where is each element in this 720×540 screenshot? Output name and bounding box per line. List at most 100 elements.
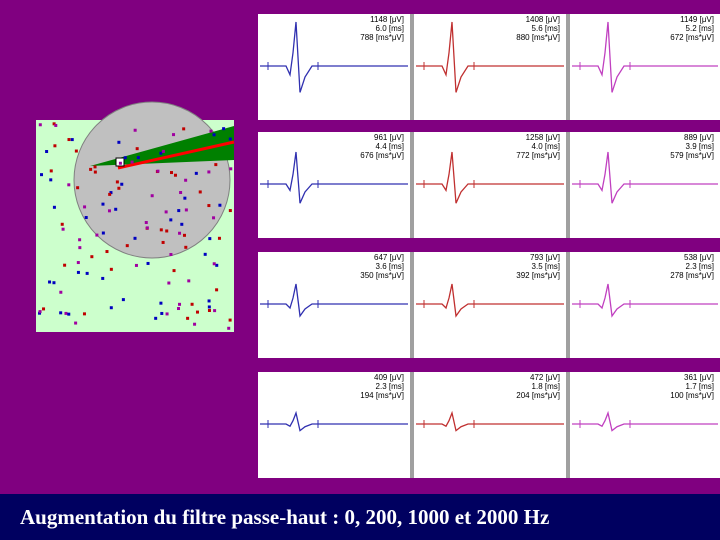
fiber-dot	[193, 322, 197, 326]
fiber-dot	[54, 123, 58, 127]
separator	[410, 372, 414, 478]
fiber-dot	[52, 205, 56, 209]
measurement: 472 [μV]	[530, 373, 560, 382]
fiber-dot	[212, 262, 216, 266]
fiber-dot	[133, 236, 137, 240]
fiber-dot	[187, 279, 191, 283]
fiber-dot	[212, 133, 216, 137]
measurement: 961 [μV]	[374, 133, 404, 142]
waveform	[572, 283, 718, 318]
fiber-dot	[167, 281, 171, 285]
fiber-dot	[93, 170, 97, 174]
fiber-dot	[172, 133, 176, 137]
fiber-dot	[208, 237, 212, 241]
measurement: 772 [ms*μV]	[516, 151, 560, 160]
fiber-dot	[85, 271, 89, 275]
panel	[258, 132, 410, 238]
fiber-dot	[120, 182, 124, 186]
measurement: 880 [ms*μV]	[516, 33, 560, 42]
waveform	[260, 410, 408, 432]
fiber-dot	[161, 240, 165, 244]
measurement: 579 [ms*μV]	[670, 151, 714, 160]
fiber-dot	[227, 326, 231, 330]
measurement: 1.8 [ms]	[532, 382, 560, 391]
fiber-dot	[95, 233, 99, 237]
measurement: 3.5 [ms]	[532, 262, 560, 271]
fiber-dot	[159, 151, 163, 155]
fiber-dot	[159, 301, 163, 305]
panel	[414, 132, 566, 238]
fiber-dot	[212, 216, 216, 220]
fiber-dot	[170, 171, 174, 175]
measurement: 5.6 [ms]	[532, 24, 560, 33]
measurement: 100 [ms*μV]	[670, 391, 714, 400]
separator	[566, 252, 570, 358]
fiber-dot	[38, 123, 42, 127]
fiber-dot	[215, 263, 219, 267]
measurement: 3.6 [ms]	[376, 262, 404, 271]
measurement: 2.3 [ms]	[376, 382, 404, 391]
fiber-dot	[228, 318, 232, 322]
fiber-dot	[90, 255, 94, 259]
electrode-map	[36, 101, 235, 332]
waveform	[260, 151, 408, 204]
measurement: 538 [μV]	[684, 253, 714, 262]
fiber-dot	[207, 170, 211, 174]
fiber-dot	[117, 186, 121, 190]
fiber-dot	[52, 122, 56, 126]
fiber-dot	[109, 306, 113, 310]
waveform	[416, 410, 564, 432]
measurement: 5.2 [ms]	[686, 24, 714, 33]
fiber-dot	[67, 138, 71, 142]
caption: Augmentation du filtre passe-haut : 0, 2…	[20, 505, 549, 529]
fiber-dot	[177, 307, 181, 311]
separator	[410, 252, 414, 358]
fiber-dot	[101, 231, 105, 235]
fiber-dot	[207, 308, 211, 312]
fiber-dot	[150, 194, 154, 198]
measurement: 672 [ms*μV]	[670, 33, 714, 42]
measurement: 4.4 [ms]	[376, 142, 404, 151]
fiber-dot	[182, 233, 186, 237]
separator	[566, 132, 570, 238]
fiber-dot	[214, 163, 218, 167]
measurement: 194 [ms*μV]	[360, 391, 404, 400]
fiber	[117, 140, 235, 170]
fiber-dot	[172, 269, 176, 273]
fiber-dot	[165, 312, 169, 316]
fiber-dot	[38, 311, 42, 315]
fiber-dot	[42, 307, 46, 311]
fiber-dot	[184, 178, 188, 182]
separator	[410, 14, 414, 120]
measurement: 409 [μV]	[374, 373, 404, 382]
separator	[566, 14, 570, 120]
measurement: 788 [ms*μV]	[360, 33, 404, 42]
waveform	[572, 410, 718, 432]
fiber-dot	[84, 216, 88, 220]
waveform	[416, 21, 564, 93]
fiber-dot	[101, 276, 105, 280]
fiber-dot	[93, 165, 97, 169]
fiber-dot	[195, 310, 199, 314]
fiber-dot	[74, 321, 78, 325]
fiber-dot	[107, 209, 111, 213]
fiber-dot	[121, 298, 125, 302]
fiber-dot	[135, 147, 139, 151]
fiber-dot	[160, 311, 164, 315]
measurement: 2.3 [ms]	[686, 262, 714, 271]
fiber-dot	[209, 129, 213, 133]
fiber-dot	[198, 190, 202, 194]
fiber-dot	[40, 173, 44, 177]
fiber-dot	[154, 316, 158, 320]
fiber-dot	[70, 138, 74, 142]
measurement: 676 [ms*μV]	[360, 151, 404, 160]
fiber-dot	[101, 202, 105, 206]
waveform	[416, 151, 564, 204]
fiber-dot	[49, 169, 53, 173]
fiber-dot	[60, 222, 64, 226]
measurement: 278 [ms*μV]	[670, 271, 714, 280]
fiber-dot	[180, 222, 184, 226]
fiber-dot	[218, 203, 222, 207]
fiber-dot	[179, 191, 183, 195]
